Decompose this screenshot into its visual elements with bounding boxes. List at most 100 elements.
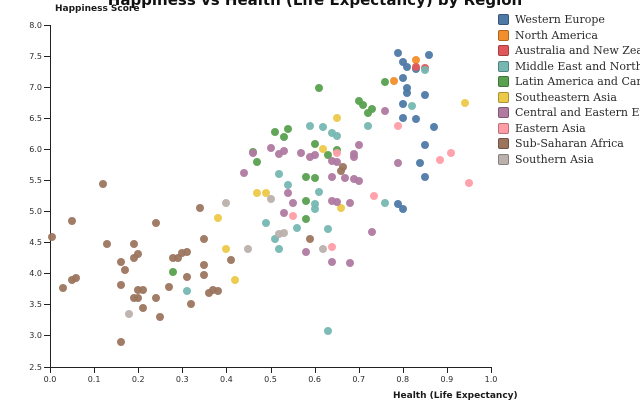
legend-label: Sub-Saharan Africa bbox=[515, 137, 624, 151]
data-point bbox=[116, 281, 125, 290]
data-point bbox=[345, 259, 354, 268]
data-point bbox=[381, 199, 390, 208]
data-point bbox=[354, 177, 363, 186]
data-point bbox=[436, 156, 445, 165]
data-point bbox=[301, 197, 310, 206]
y-tick-label: 7.0 bbox=[29, 83, 42, 93]
data-point bbox=[310, 199, 319, 208]
data-point bbox=[200, 235, 209, 244]
data-point bbox=[279, 147, 288, 156]
chart-title: Happiness vs Health (Life Expectancy) by… bbox=[107, 0, 523, 9]
data-point bbox=[394, 121, 403, 130]
data-point bbox=[244, 244, 253, 253]
data-point bbox=[381, 106, 390, 115]
data-point bbox=[420, 173, 429, 182]
data-point bbox=[332, 148, 341, 157]
y-tick-mark bbox=[44, 211, 50, 213]
y-tick-label: 8.0 bbox=[29, 21, 42, 30]
data-point bbox=[394, 159, 403, 168]
y-tick-label: 2.5 bbox=[29, 362, 42, 372]
y-tick-mark bbox=[44, 25, 50, 26]
data-point bbox=[403, 62, 412, 71]
y-tick-label: 5.5 bbox=[29, 176, 42, 186]
data-point bbox=[447, 148, 456, 157]
data-point bbox=[59, 284, 68, 293]
y-tick-label: 6.0 bbox=[29, 145, 42, 155]
legend-swatch-icon bbox=[498, 91, 509, 103]
data-point bbox=[103, 240, 112, 249]
data-point bbox=[301, 248, 310, 257]
data-point bbox=[262, 219, 271, 228]
y-tick-mark bbox=[44, 118, 50, 120]
legend-swatch-icon bbox=[498, 107, 509, 119]
data-point bbox=[319, 122, 328, 131]
legend-label: Eastern Asia bbox=[515, 121, 586, 135]
legend-swatch-icon bbox=[498, 14, 509, 26]
legend-label: Middle East and Northern Africa bbox=[515, 59, 640, 73]
data-point bbox=[420, 66, 429, 75]
data-point bbox=[116, 257, 125, 266]
data-point bbox=[328, 129, 337, 138]
data-point bbox=[337, 203, 346, 212]
legend: Western Europe North America Australia and… bbox=[498, 12, 640, 167]
data-point bbox=[301, 173, 310, 182]
data-point bbox=[398, 57, 407, 66]
data-point bbox=[332, 197, 341, 206]
data-point bbox=[182, 248, 191, 257]
x-tick-label: 0.8 bbox=[396, 374, 410, 384]
data-point bbox=[350, 153, 359, 162]
data-point bbox=[275, 245, 284, 254]
data-point bbox=[350, 174, 359, 183]
data-point bbox=[306, 153, 315, 162]
legend-item: Australia and New Zealand bbox=[498, 43, 640, 59]
data-point bbox=[231, 275, 240, 284]
data-point bbox=[416, 159, 425, 168]
data-point bbox=[165, 283, 174, 292]
data-point bbox=[173, 254, 182, 263]
data-point bbox=[134, 294, 143, 303]
data-point bbox=[226, 255, 235, 264]
x-tick-label: 0.7 bbox=[352, 374, 366, 384]
legend-label: Southeastern Asia bbox=[515, 90, 617, 104]
x-tick-mark bbox=[50, 367, 51, 373]
data-point bbox=[306, 121, 315, 130]
x-tick-label: 0.1 bbox=[87, 374, 101, 384]
x-tick-mark bbox=[358, 367, 360, 373]
data-point bbox=[310, 205, 319, 214]
data-point bbox=[319, 244, 328, 253]
data-point bbox=[398, 114, 407, 123]
x-tick-mark bbox=[94, 367, 96, 373]
y-tick-label: 3.0 bbox=[29, 331, 42, 341]
data-point bbox=[370, 192, 379, 201]
x-tick-label: 0.9 bbox=[440, 374, 454, 384]
data-point bbox=[367, 228, 376, 237]
data-point bbox=[200, 261, 209, 270]
legend-item: Southeastern Asia bbox=[498, 90, 640, 106]
data-point bbox=[151, 294, 160, 303]
legend-item: North America bbox=[498, 28, 640, 44]
legend-swatch-icon bbox=[498, 138, 509, 150]
data-point bbox=[138, 303, 147, 312]
legend-item: Eastern Asia bbox=[498, 121, 640, 137]
data-point bbox=[151, 219, 160, 228]
legend-label: North America bbox=[515, 28, 598, 42]
data-point bbox=[288, 212, 297, 221]
data-point bbox=[288, 199, 297, 208]
data-point bbox=[169, 254, 178, 263]
legend-label: Central and Eastern Europe bbox=[515, 106, 640, 120]
data-point bbox=[306, 235, 315, 244]
data-point bbox=[200, 271, 209, 280]
legend-swatch-icon bbox=[498, 76, 509, 88]
legend-item: Sub-Saharan Africa bbox=[498, 136, 640, 152]
x-tick-label: 0.6 bbox=[308, 374, 321, 384]
legend-item: Southern Asia bbox=[498, 152, 640, 168]
data-point bbox=[315, 188, 323, 197]
legend-label: Western Europe bbox=[515, 13, 605, 27]
data-point bbox=[420, 141, 429, 150]
data-point bbox=[169, 267, 178, 276]
data-point bbox=[310, 140, 319, 149]
x-tick-mark bbox=[491, 367, 492, 373]
data-point bbox=[332, 157, 341, 166]
data-point bbox=[301, 215, 310, 224]
